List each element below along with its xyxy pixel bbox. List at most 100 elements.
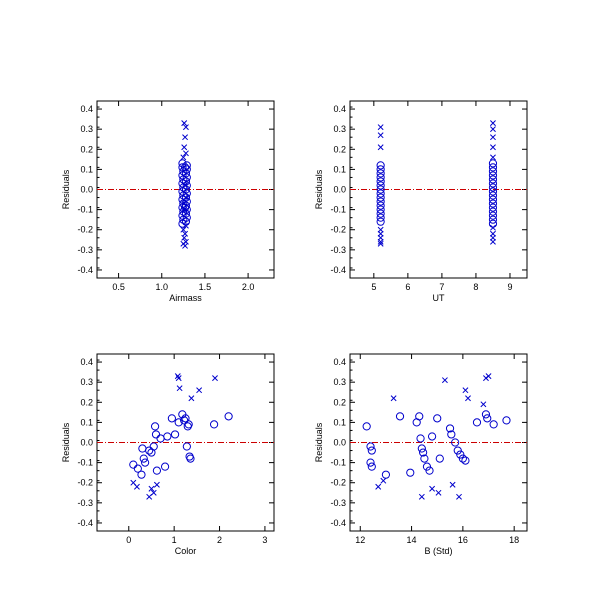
y-tick-label: -0.1 <box>330 458 346 468</box>
x-tick-label: 8 <box>473 282 478 292</box>
x-tick-label: 1.5 <box>199 282 212 292</box>
data-point-circle <box>137 470 146 479</box>
x-tick-label: 0.5 <box>112 282 125 292</box>
y-tick-label: 0.1 <box>80 417 93 427</box>
data-point-circle <box>182 181 191 190</box>
data-point-circle <box>488 203 498 212</box>
y-tick-label: 0.3 <box>333 377 346 387</box>
scatter-panel-2: -0.4 -0.3 -0.2 -0.1 0.0 0.1 0.2 0.3 0.4 5 6 7 8 9 UT Re… <box>314 100 528 303</box>
x-axis-label: Airmass <box>169 293 202 303</box>
data-point-circle <box>138 444 147 453</box>
data-point-circle <box>415 412 424 421</box>
x-tick-label: 1 <box>172 535 177 545</box>
data-point-circle <box>181 169 191 178</box>
y-tick-label: 0.4 <box>80 357 93 367</box>
y-tick-label: 0.0 <box>333 185 346 195</box>
data-point-circle <box>488 195 498 204</box>
data-point-circle <box>376 193 385 202</box>
data-point-circle <box>376 217 385 226</box>
data-point-circle <box>488 159 498 168</box>
data-point-cross <box>148 485 155 492</box>
y-tick-label: 0.2 <box>333 144 346 154</box>
x-tick-label: 12 <box>355 535 365 545</box>
data-point-circle <box>395 412 405 421</box>
data-point-circle <box>488 183 498 192</box>
data-point-cross <box>212 375 218 382</box>
data-point-circle <box>151 430 161 439</box>
data-point-circle <box>182 173 191 182</box>
y-tick-label: -0.4 <box>330 518 346 528</box>
data-point-circle <box>453 446 462 455</box>
data-point-circle <box>488 171 498 180</box>
y-tick-label: 0.2 <box>80 397 93 407</box>
data-point-cross <box>377 240 384 247</box>
data-point-circle <box>447 430 456 439</box>
data-point-circle <box>422 462 432 471</box>
y-tick-label: -0.3 <box>77 498 93 508</box>
data-point-circle <box>366 442 375 451</box>
data-point-cross <box>181 206 188 213</box>
y-tick-label: -0.4 <box>77 265 93 275</box>
data-point-circle <box>376 173 385 182</box>
data-point-circle <box>488 215 498 224</box>
data-point-circle <box>139 454 148 463</box>
x-axis-label: UT <box>433 293 445 303</box>
data-point-cross <box>196 387 203 394</box>
data-point-circle <box>425 466 434 475</box>
data-point-cross <box>490 224 496 231</box>
data-point-cross <box>490 144 496 151</box>
data-point-circle <box>224 412 233 421</box>
data-point-circle <box>420 454 429 463</box>
y-tick-label: 0.1 <box>333 417 346 427</box>
x-tick-label: 9 <box>507 282 512 292</box>
y-tick-label: 0.2 <box>80 144 93 154</box>
data-point-cross <box>490 238 496 245</box>
data-point-circle <box>416 434 425 443</box>
data-point-circle <box>488 191 498 200</box>
y-tick-label: 0.3 <box>333 124 346 134</box>
data-point-circle <box>376 213 385 222</box>
data-point-circle <box>367 446 376 455</box>
data-point-circle <box>488 163 498 172</box>
data-point-circle <box>458 454 467 463</box>
data-point-circle <box>133 464 142 473</box>
data-point-circle <box>376 169 385 178</box>
scatter-panel-4: -0.4 -0.3 -0.2 -0.1 0.0 0.1 0.2 0.3 0.4 12 14 16 18 B… <box>314 353 528 556</box>
data-point-circle <box>376 161 385 170</box>
data-point-circle <box>145 446 154 455</box>
data-point-circle <box>186 454 195 463</box>
x-tick-label: 5 <box>371 282 376 292</box>
data-point-circle <box>182 213 191 222</box>
data-point-circle <box>181 193 191 202</box>
data-point-cross <box>182 182 189 189</box>
data-point-cross <box>490 134 496 141</box>
y-axis-label: Residuals <box>314 422 324 462</box>
data-point-circle <box>376 205 385 214</box>
data-point-cross <box>153 481 160 488</box>
data-point-circle <box>456 450 465 459</box>
y-tick-label: -0.2 <box>330 225 346 235</box>
data-point-cross <box>174 373 181 380</box>
data-point-cross <box>377 238 384 245</box>
data-point-circle <box>502 416 511 425</box>
y-tick-label: 0.0 <box>80 438 93 448</box>
y-axis-label: Residuals <box>314 169 324 209</box>
data-point-circle <box>419 448 428 457</box>
data-point-circle <box>488 175 498 184</box>
data-point-cross <box>150 489 157 496</box>
data-point-cross <box>456 493 462 500</box>
data-point-circle <box>376 197 385 206</box>
scatter-panel-1: -0.4 -0.3 -0.2 -0.1 0.0 0.1 0.2 0.3 0.4 0.5 1.0 1.5… <box>61 100 275 303</box>
data-point-circle <box>141 458 150 467</box>
data-point-cross <box>380 477 387 484</box>
data-point-circle <box>488 187 498 196</box>
data-point-circle <box>451 438 460 447</box>
data-point-cross <box>490 154 496 161</box>
data-point-cross <box>182 242 189 249</box>
y-tick-label: 0.1 <box>333 164 346 174</box>
data-point-circle <box>376 165 385 174</box>
data-point-circle <box>178 159 187 168</box>
y-tick-label: -0.3 <box>330 498 346 508</box>
data-point-circle <box>381 470 391 479</box>
data-point-cross <box>181 120 188 127</box>
